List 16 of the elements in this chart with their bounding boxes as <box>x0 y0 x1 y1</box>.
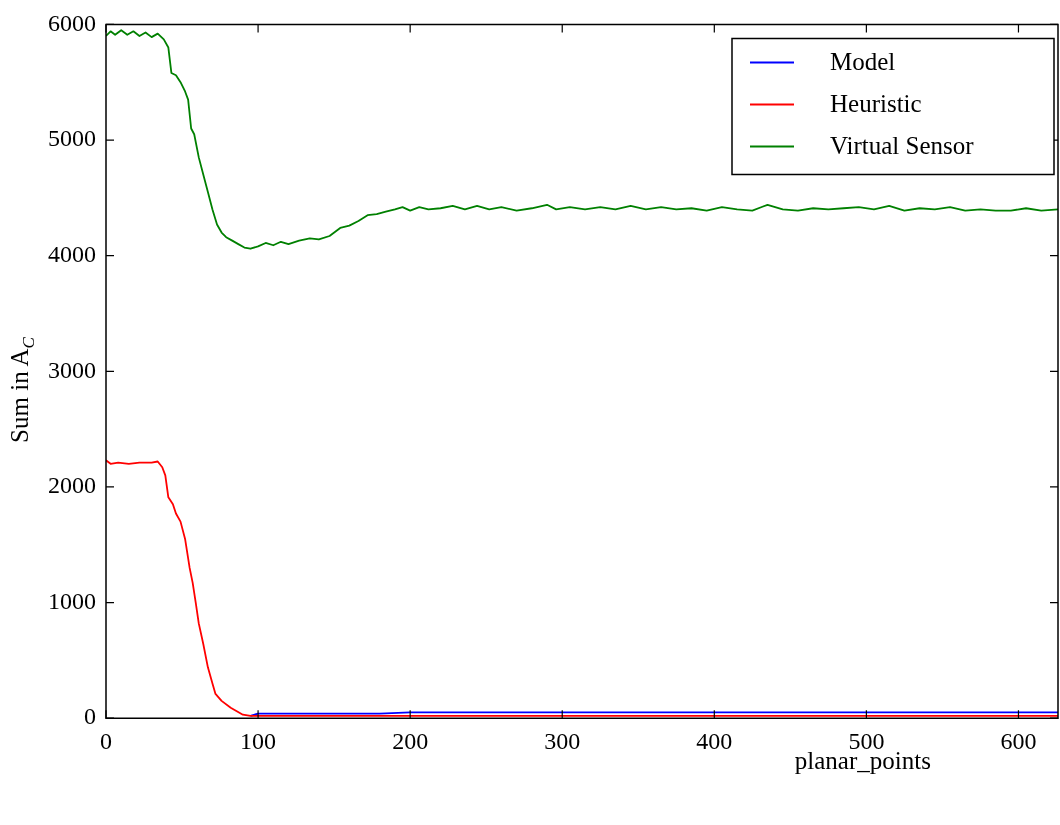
x-tick-label: 300 <box>544 727 581 754</box>
legend-label: Virtual Sensor <box>830 131 975 159</box>
x-tick-label: 500 <box>848 727 885 754</box>
legend-label: Model <box>830 47 896 75</box>
y-tick-label: 3000 <box>48 356 96 383</box>
x-tick-label: 200 <box>392 727 429 754</box>
y-tick-label: 0 <box>84 703 96 730</box>
legend-label: Heuristic <box>830 89 922 117</box>
y-tick-label: 1000 <box>48 587 96 614</box>
x-tick-label: 600 <box>1000 727 1037 754</box>
y-tick-label: 6000 <box>48 9 96 36</box>
y-tick-label: 4000 <box>48 240 96 267</box>
y-tick-label: 2000 <box>48 472 96 499</box>
x-tick-label: 100 <box>240 727 277 754</box>
y-tick-label: 5000 <box>48 125 96 152</box>
x-tick-label: 400 <box>696 727 733 754</box>
